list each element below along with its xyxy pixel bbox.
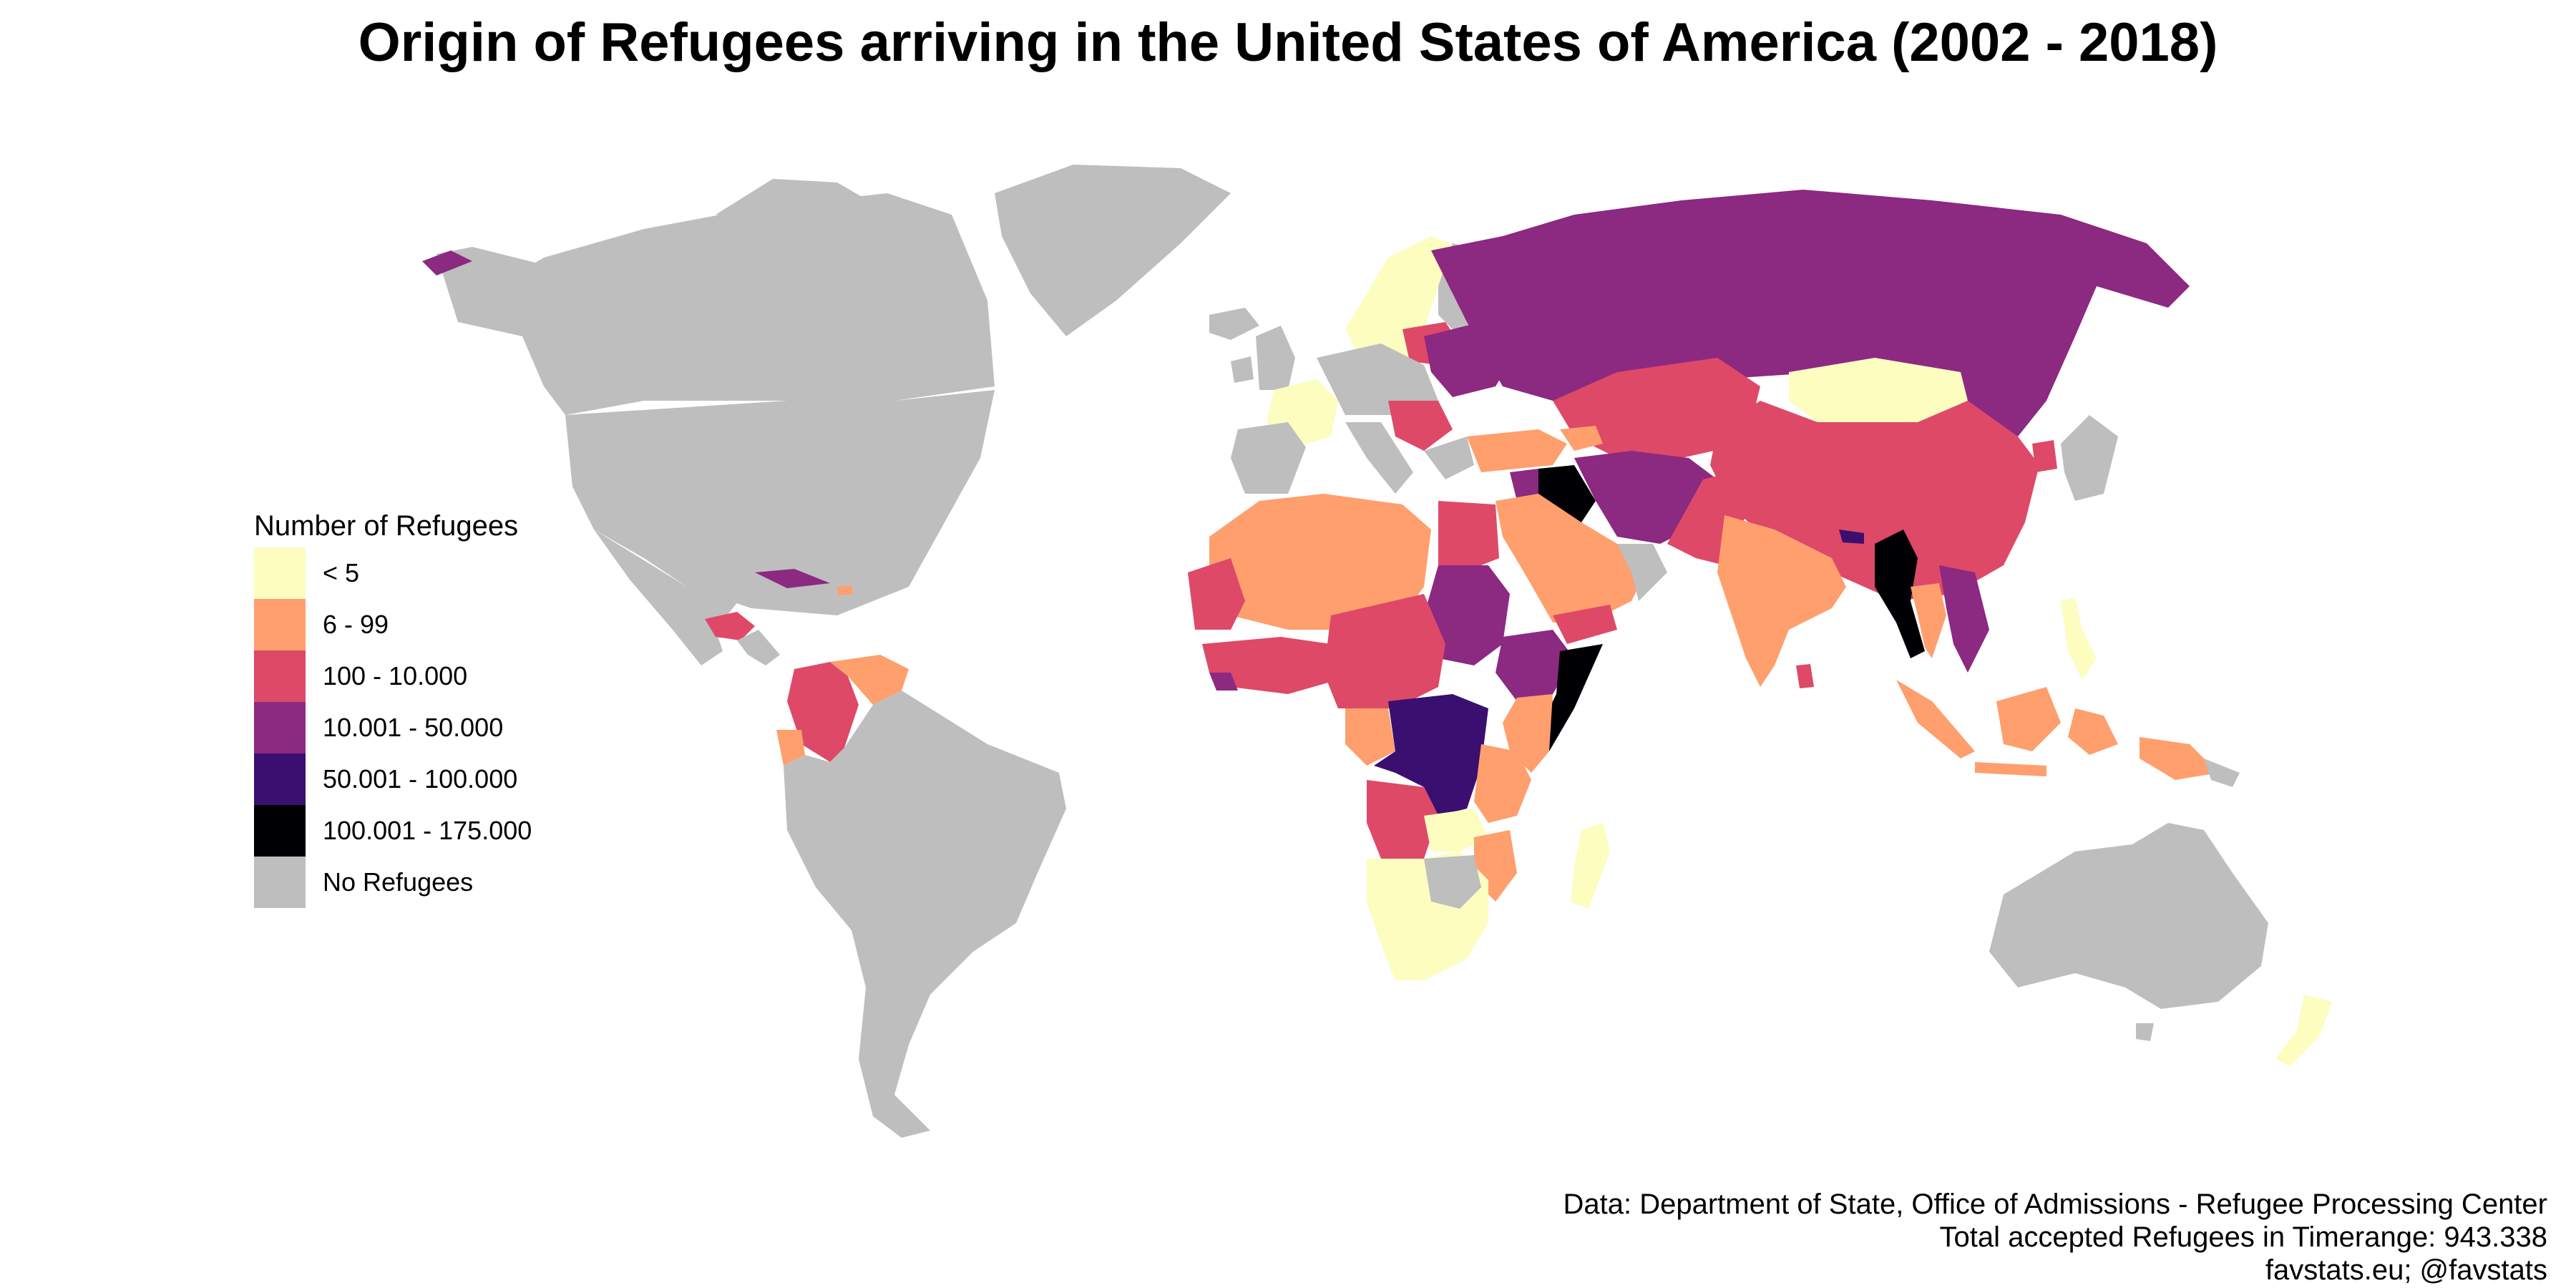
region-iberia xyxy=(1231,422,1306,494)
region-italy xyxy=(1345,422,1413,494)
region-alaska xyxy=(436,247,565,336)
legend-item: 100.001 - 175.000 xyxy=(254,805,532,857)
legend-item: 6 - 99 xyxy=(254,599,532,650)
region-drc xyxy=(1374,694,1488,816)
region-arctic-islands xyxy=(716,179,880,229)
region-ecuador xyxy=(776,730,805,766)
legend-label: 6 - 99 xyxy=(323,610,389,639)
region-small-islands-ne xyxy=(422,250,472,275)
region-gabon-congo xyxy=(1345,708,1395,766)
region-java xyxy=(1975,762,2046,776)
credit-source: Data: Department of State, Office of Adm… xyxy=(1563,1189,2548,1220)
region-central-america-south xyxy=(737,630,780,665)
region-caucasus xyxy=(1560,426,1603,451)
legend-item: No Refugees xyxy=(254,857,532,908)
region-kazakhstan xyxy=(1553,358,1760,458)
region-botswana-zimbabwe xyxy=(1424,855,1481,909)
region-greenland xyxy=(995,165,1231,336)
region-balkans xyxy=(1388,401,1453,451)
legend-swatch xyxy=(254,857,306,908)
region-arabia xyxy=(1496,494,1646,623)
legend-item: 50.001 - 100.000 xyxy=(254,753,532,805)
region-venezuela xyxy=(830,655,909,705)
region-laos-vietnam xyxy=(1939,565,1989,673)
region-myanmar xyxy=(1875,530,1925,658)
region-usa xyxy=(565,390,995,615)
region-philippines xyxy=(2061,597,2097,680)
legend-swatch xyxy=(254,753,306,805)
region-sri-lanka xyxy=(1796,664,1814,688)
region-malaysia-sumatra xyxy=(1896,680,1975,758)
legend-swatch xyxy=(254,702,306,753)
region-central-africa xyxy=(1324,594,1445,708)
region-indonesia-east xyxy=(2068,708,2118,755)
region-mongolia xyxy=(1789,358,1968,422)
legend-label: < 5 xyxy=(323,558,360,587)
legend-item: < 5 xyxy=(254,547,532,599)
region-tanzania xyxy=(1474,744,1531,823)
region-egypt xyxy=(1438,501,1499,565)
legend-item: 100 - 10.000 xyxy=(254,650,532,702)
region-mauritania-mali xyxy=(1188,558,1245,630)
region-haiti xyxy=(837,585,853,595)
legend-swatch xyxy=(254,805,306,857)
region-greece-bulgaria xyxy=(1424,436,1474,479)
region-new-zealand xyxy=(2275,995,2333,1066)
region-ireland xyxy=(1231,356,1254,383)
credit-author: favstats.eu; @favstats xyxy=(2265,1254,2547,1286)
region-somalia xyxy=(1538,644,1603,751)
region-liberia xyxy=(1209,673,1238,691)
region-tasmania xyxy=(2136,1023,2154,1041)
legend-label: 100 - 10.000 xyxy=(323,661,468,691)
region-turkey xyxy=(1467,429,1567,472)
credit-total: Total accepted Refugees in Timerange: 94… xyxy=(1939,1221,2547,1253)
legend-swatch xyxy=(254,599,306,650)
region-korea-japan xyxy=(2061,415,2118,501)
legend-swatch xyxy=(254,650,306,702)
region-yemen xyxy=(1553,605,1617,644)
region-uk xyxy=(1256,326,1295,390)
region-oman-uae xyxy=(1617,544,1667,601)
region-ethiopia xyxy=(1496,630,1574,701)
credits: Data: Department of State, Office of Adm… xyxy=(1563,1188,2548,1287)
region-png xyxy=(2204,758,2240,787)
region-australia xyxy=(1989,823,2268,1009)
region-south-america xyxy=(784,691,1066,1138)
region-colombia xyxy=(787,662,859,762)
region-north-africa xyxy=(1209,494,1431,630)
region-guatemala-el-salvador-honduras xyxy=(705,612,755,640)
region-west-africa xyxy=(1202,637,1338,694)
region-canada xyxy=(458,193,995,415)
legend-swatch xyxy=(254,547,306,599)
region-iceland xyxy=(1209,308,1259,340)
page-title: Origin of Refugees arriving in the Unite… xyxy=(358,12,2218,73)
region-new-guinea xyxy=(2140,737,2218,780)
legend-label: 10.001 - 50.000 xyxy=(323,713,504,742)
legend-title: Number of Refugees xyxy=(254,510,519,542)
region-nepal-bhutan xyxy=(1839,530,1864,544)
region-cuba xyxy=(755,569,830,588)
region-central-europe xyxy=(1317,343,1438,415)
region-madagascar xyxy=(1571,823,1610,909)
region-north-korea xyxy=(2032,440,2057,472)
region-sudan xyxy=(1424,565,1510,665)
region-syria xyxy=(1510,469,1542,501)
region-angola xyxy=(1367,780,1438,859)
map-legend: Number of Refugees < 5 6 - 99 100 - 10.0… xyxy=(254,504,532,908)
region-thailand xyxy=(1911,583,1946,658)
region-mexico xyxy=(594,530,744,665)
region-india xyxy=(1717,515,1846,687)
legend-label: 50.001 - 100.000 xyxy=(323,764,518,794)
legend-label: 100.001 - 175.000 xyxy=(323,816,532,845)
region-zambia xyxy=(1424,809,1488,852)
legend-label: No Refugees xyxy=(323,867,474,897)
region-borneo xyxy=(1996,687,2061,751)
legend-item: 10.001 - 50.000 xyxy=(254,702,532,753)
